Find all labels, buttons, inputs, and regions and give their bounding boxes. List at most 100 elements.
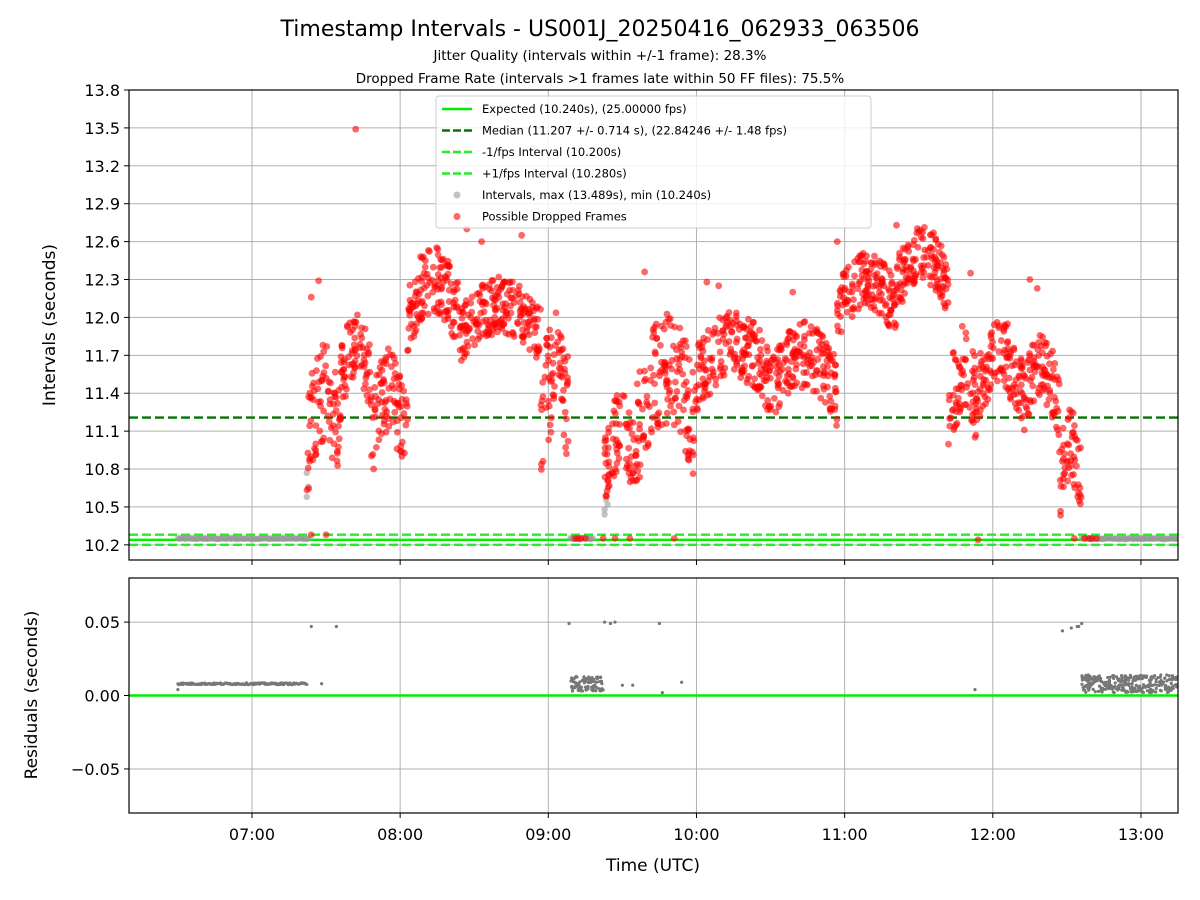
dropped-frame-point: [375, 427, 383, 435]
dropped-frame-point: [359, 344, 367, 351]
dropped-frame-point: [474, 335, 482, 343]
dropped-frame-point: [945, 440, 952, 448]
residual-point: [587, 675, 591, 679]
dropped-frame-point: [382, 354, 390, 361]
dropped-frame-point: [824, 383, 831, 391]
dropped-frame-point: [414, 313, 422, 321]
dropped-frame-point: [732, 338, 740, 346]
dropped-frame-point: [748, 362, 756, 370]
dropped-frame-point: [375, 436, 383, 444]
dropped-frame-point: [615, 442, 623, 449]
dropped-frame-point: [942, 274, 950, 282]
residual-point: [591, 686, 595, 690]
dropped-frame-point: [786, 327, 794, 335]
x-tick-label: 08:00: [377, 825, 423, 844]
dropped-frame-point: [393, 428, 401, 436]
residual-point: [309, 624, 313, 629]
dropped-frame-point: [418, 254, 426, 262]
dropped-frame-point: [703, 278, 711, 286]
dropped-frame-point: [605, 458, 613, 466]
dropped-frame-point: [652, 320, 660, 328]
dropped-frame-point: [733, 321, 741, 329]
dropped-frame-point: [518, 304, 526, 312]
dropped-frame-point: [334, 462, 342, 469]
dropped-frame-point: [615, 454, 623, 462]
dropped-frame-point: [523, 328, 531, 335]
dropped-frame-point: [307, 293, 315, 301]
y-tick-label: 11.1: [84, 422, 120, 441]
dropped-frame-point: [675, 402, 683, 410]
dropped-frame-point: [962, 335, 970, 343]
dropped-frame-point: [650, 371, 658, 379]
residual-point: [1154, 680, 1158, 684]
dropped-frame-point: [402, 421, 410, 429]
dropped-frame-point: [1055, 376, 1062, 384]
dropped-frame-point: [448, 329, 456, 337]
residual-point: [320, 682, 324, 686]
dropped-frame-point: [443, 308, 451, 315]
dropped-frame-point: [348, 349, 356, 357]
dropped-frame-point: [634, 467, 642, 475]
dropped-frame-point: [899, 265, 907, 273]
dropped-frame-point: [1022, 403, 1030, 411]
residual-point: [1144, 675, 1149, 679]
residual-point: [1136, 689, 1140, 693]
dropped-frame-point: [635, 437, 643, 445]
dropped-frame-point: [312, 446, 320, 454]
residual-point: [1097, 684, 1102, 688]
dropped-frame-point: [954, 394, 962, 402]
residual-point: [1150, 690, 1154, 694]
dropped-frame-point: [837, 288, 845, 296]
dropped-frame-point: [719, 368, 727, 376]
dropped-frame-point: [840, 270, 847, 278]
residual-point: [569, 676, 574, 680]
dropped-frame-point: [768, 356, 776, 364]
dropped-frame-point: [831, 373, 839, 381]
y-tick-label: 11.7: [84, 346, 120, 365]
residual-point: [1091, 687, 1095, 691]
dropped-frame-point: [673, 388, 681, 395]
residual-point: [1175, 683, 1178, 687]
dropped-frame-point: [545, 402, 553, 410]
dropped-frame-point: [679, 370, 687, 378]
residual-point: [575, 675, 579, 679]
dropped-frame-point: [684, 455, 692, 463]
residual-point: [1170, 678, 1174, 682]
residual-point: [1147, 684, 1151, 688]
dropped-frame-point: [950, 426, 958, 433]
dropped-frame-point: [789, 350, 796, 358]
dropped-frame-point: [421, 263, 429, 271]
dropped-frame-point: [424, 292, 432, 300]
dropped-frame-point: [697, 361, 705, 369]
residual-point: [1159, 673, 1163, 677]
dropped-frame-point: [757, 351, 765, 359]
residual-point: [620, 683, 624, 687]
dropped-frame-point: [643, 393, 651, 400]
dropped-frame-point: [507, 294, 515, 302]
dropped-frame-point: [818, 340, 826, 348]
dropped-frame-point: [534, 347, 542, 354]
dropped-frame-point: [817, 394, 825, 402]
dropped-frame-point: [329, 422, 337, 430]
dropped-frame-point: [549, 369, 557, 377]
residual-point: [1152, 683, 1156, 687]
dropped-frame-point: [889, 295, 896, 303]
dropped-frame-point: [857, 252, 865, 260]
dropped-frame-point: [563, 450, 570, 458]
dropped-frame-point: [564, 353, 572, 360]
dropped-frame-point: [377, 380, 385, 388]
dropped-frame-point: [603, 450, 611, 458]
dropped-frame-point: [910, 279, 918, 287]
dropped-frame-point: [418, 297, 426, 305]
dropped-frame-point: [708, 365, 716, 373]
dropped-frame-point: [1059, 424, 1067, 432]
residual-point: [1120, 683, 1124, 687]
dropped-frame-point: [651, 399, 659, 407]
residual-point: [579, 685, 584, 689]
dropped-frame-point: [715, 338, 722, 346]
residual-point: [1088, 681, 1093, 685]
dropped-frame-point: [337, 353, 345, 361]
dropped-frame-point: [920, 268, 928, 276]
dropped-frame-point: [529, 299, 536, 307]
dropped-frame-point: [772, 408, 780, 416]
